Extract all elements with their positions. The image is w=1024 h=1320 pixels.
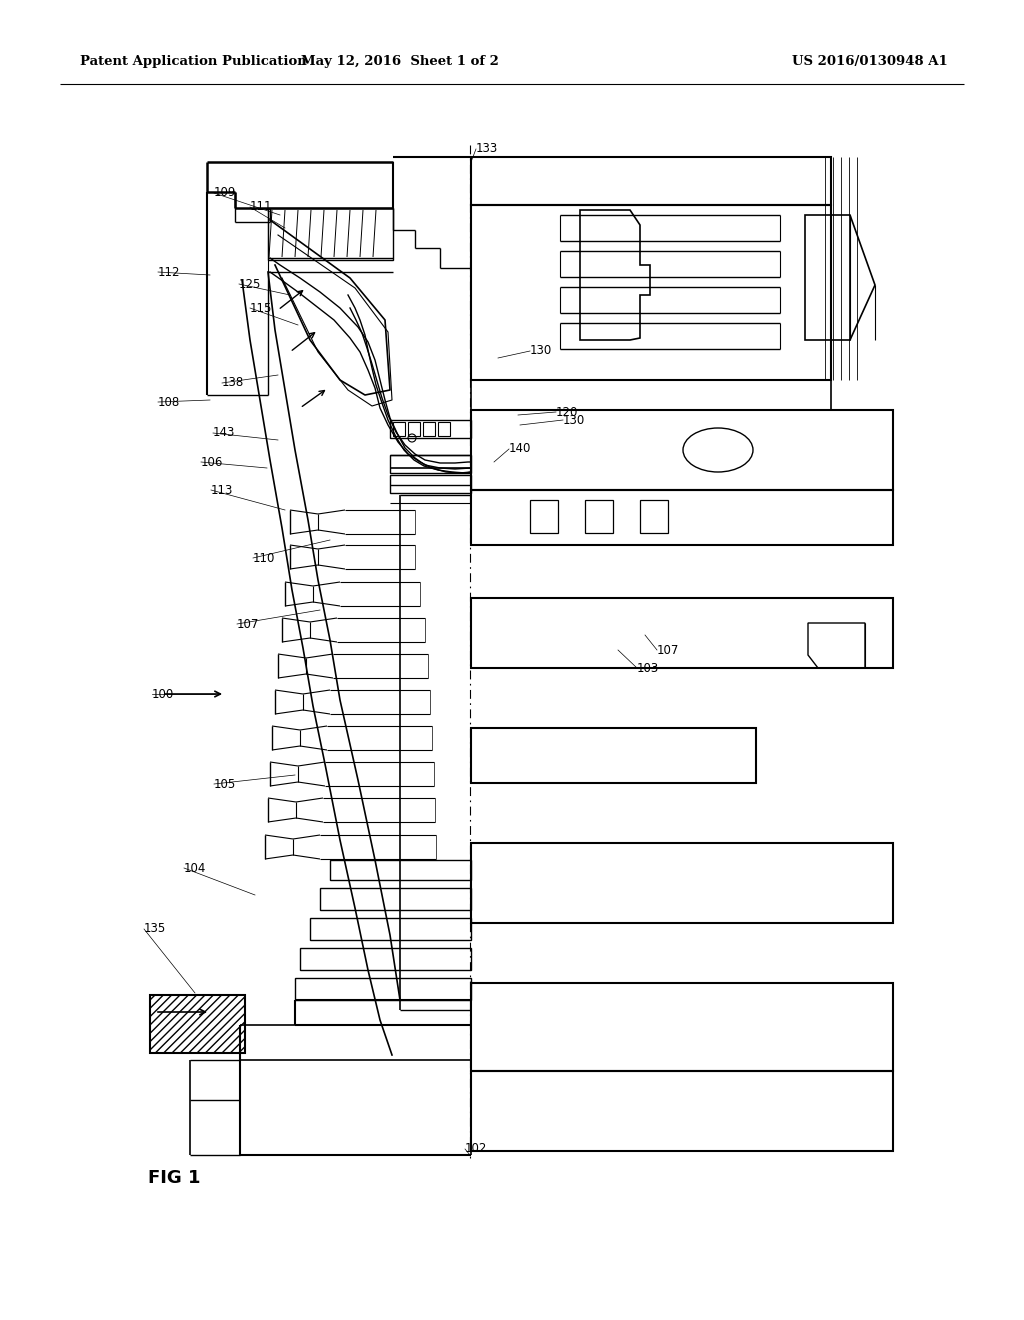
Bar (268, 209, 393, 260)
Bar (423, 422, 435, 436)
Text: 107: 107 (657, 644, 679, 656)
Text: 103: 103 (637, 661, 659, 675)
Bar (471, 157, 831, 205)
Text: 125: 125 (239, 277, 261, 290)
Text: 143: 143 (213, 426, 236, 440)
Bar (310, 917, 471, 940)
Text: 109: 109 (214, 186, 237, 199)
Bar (471, 490, 893, 545)
Text: 138: 138 (222, 376, 245, 389)
Text: 105: 105 (214, 777, 237, 791)
Bar (390, 455, 471, 473)
Bar (471, 843, 893, 923)
Text: 133: 133 (476, 143, 499, 156)
Bar (300, 948, 471, 970)
Bar (150, 995, 245, 1053)
Text: 111: 111 (250, 201, 272, 214)
Text: 106: 106 (201, 455, 223, 469)
Bar (319, 888, 471, 909)
Text: 104: 104 (184, 862, 207, 874)
Bar (471, 205, 831, 380)
Text: 130: 130 (563, 413, 586, 426)
Bar (471, 380, 831, 411)
Text: 130: 130 (530, 345, 552, 358)
Text: 112: 112 (158, 265, 180, 279)
Bar (471, 1071, 893, 1151)
Text: May 12, 2016  Sheet 1 of 2: May 12, 2016 Sheet 1 of 2 (301, 55, 499, 69)
Text: Patent Application Publication: Patent Application Publication (80, 55, 307, 69)
Bar (408, 422, 420, 436)
Bar (640, 500, 668, 533)
Text: FIG 1: FIG 1 (148, 1170, 201, 1187)
Bar (390, 475, 471, 492)
Text: 108: 108 (158, 396, 180, 408)
Bar (390, 420, 471, 438)
Bar (295, 978, 471, 1001)
Bar (150, 995, 245, 1053)
Bar (471, 983, 893, 1071)
Bar (471, 598, 893, 668)
Text: 107: 107 (237, 618, 259, 631)
Bar (330, 861, 471, 880)
Bar (471, 729, 756, 783)
Bar (471, 411, 893, 490)
Text: 110: 110 (253, 552, 275, 565)
Text: 140: 140 (509, 442, 531, 455)
Bar (530, 500, 558, 533)
Text: US 2016/0130948 A1: US 2016/0130948 A1 (793, 55, 948, 69)
Bar (585, 500, 613, 533)
Text: 113: 113 (211, 483, 233, 496)
Bar (438, 422, 450, 436)
Bar (393, 422, 406, 436)
Text: 135: 135 (144, 923, 166, 936)
Text: 102: 102 (465, 1143, 487, 1155)
Text: 120: 120 (556, 405, 579, 418)
Text: 115: 115 (250, 301, 272, 314)
Text: 100: 100 (152, 688, 174, 701)
